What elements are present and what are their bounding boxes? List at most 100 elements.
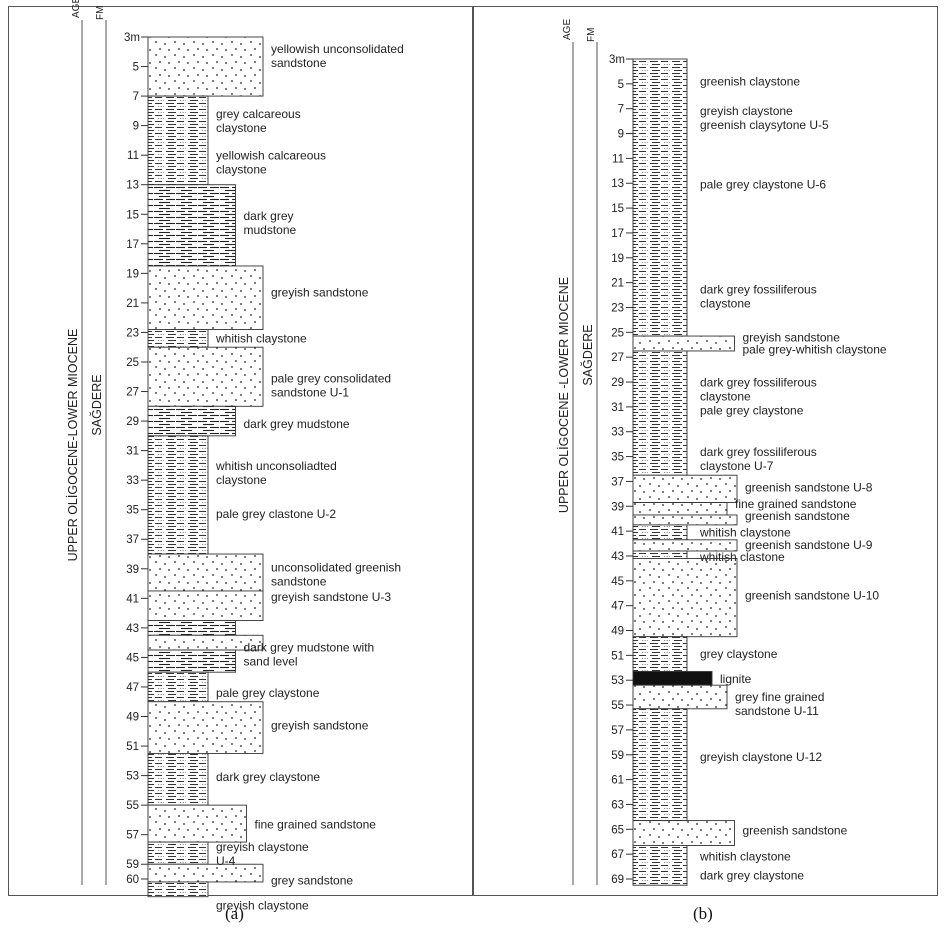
lithology-label: greyish claystone: [216, 899, 309, 913]
lithology-label: yellowish calcareous: [216, 149, 326, 163]
depth-tick-label: 60: [126, 874, 139, 886]
depth-tick-label: 23: [611, 302, 624, 314]
depth-tick-label: 57: [126, 830, 139, 842]
age-header: AGE: [71, 0, 82, 18]
bed-mudstone: [147, 184, 236, 267]
lithology-label: greenish claysytone U-5: [700, 118, 829, 132]
depth-tick-label: 65: [611, 824, 624, 836]
lithology-label: mudstone: [244, 223, 297, 237]
lithology-label: greyish sandstone: [271, 286, 369, 300]
lithology-label: dark grey fossiliferous: [700, 445, 817, 459]
bed-sandstone: [147, 553, 264, 592]
lithology-label: pale grey consolidated: [271, 372, 391, 386]
lithology-label: greyish sandstone: [743, 330, 841, 344]
bed-mudstone: [147, 649, 236, 673]
lithology-label: pale grey clastone U-2: [216, 507, 336, 521]
depth-tick-label: 33: [611, 427, 624, 439]
depth-tick-label: 25: [126, 357, 139, 369]
depth-tick-label: 51: [611, 650, 624, 662]
lithology-label: dark grey claystone: [216, 770, 320, 784]
depth-tick-label: 19: [126, 268, 139, 280]
log-panel-a: UPPER OLİGOCENE-LOWER MIOCENE SAĞDERE AGE F…: [66, 0, 404, 913]
depth-tick-label: 11: [612, 153, 624, 165]
depth-tick-label: 21: [126, 298, 139, 310]
depth-tick-label: 45: [611, 576, 624, 588]
lithology-label: pale grey claystone U-6: [700, 177, 826, 191]
log-panel-b: UPPER OLİGOCENE -LOWER MIOCENE SAĞDERE AGE…: [557, 19, 887, 886]
lithology-label: greenish sandstone U-8: [745, 481, 873, 495]
depth-tick-label: 43: [126, 623, 139, 635]
depth-tick-label: 5: [133, 62, 139, 74]
lithology-label: grey fine grained: [735, 690, 824, 704]
depth-tick-label: 67: [611, 849, 624, 861]
lithology-label: sandstone U-11: [735, 704, 819, 718]
depth-unit-label: 3m: [609, 54, 625, 66]
lithology-label: dark grey mudstone with: [244, 640, 375, 654]
depth-tick-label: 15: [126, 209, 139, 221]
lithology-label: dark grey mudstone: [244, 417, 350, 431]
fm-header: FM: [95, 6, 106, 20]
lithology-label: grey sandstone: [271, 873, 353, 887]
lithology-label: U-4: [216, 854, 236, 868]
lithology-label: pale grey claystone: [216, 686, 320, 700]
depth-tick-label: 33: [126, 475, 139, 487]
bed-claystone: [632, 550, 688, 559]
depth-tick-label: 37: [611, 476, 624, 488]
bed-claystone: [632, 524, 688, 541]
depth-tick-label: 11: [127, 150, 139, 162]
depth-tick-label: 5: [618, 79, 624, 91]
depth-tick-label: 45: [126, 652, 139, 664]
lithology-label: fine grained sandstone: [735, 497, 857, 511]
bed-sandstone: [147, 265, 264, 330]
lithology-label: dark grey: [244, 209, 294, 223]
lithology-label: greenish sandstone: [745, 509, 850, 523]
lithology-label: whitish claystone: [699, 850, 791, 864]
bed-sandstone: [147, 346, 264, 407]
lithology-label: dark grey fossiliferous: [700, 375, 817, 389]
bed-sandstone: [147, 863, 264, 883]
lithology-label: claystone U-7: [700, 459, 774, 473]
panel-a-frame: [8, 6, 473, 896]
depth-tick-label: 57: [611, 725, 624, 737]
bed-claystone: [632, 636, 688, 672]
panel-b-caption: (b): [693, 904, 713, 923]
age-header: AGE: [562, 19, 573, 40]
bed-sandstone: [632, 820, 735, 846]
bed-sandstone: [632, 502, 728, 516]
lithology-label: sandstone U-1: [271, 386, 349, 400]
depth-tick-label: 61: [611, 775, 624, 787]
lithology-label: sand level: [244, 654, 298, 668]
depth-tick-label: 47: [126, 682, 139, 694]
lithology-label: unconsolidated greenish: [271, 561, 401, 575]
formation-label: SAĞDERE: [580, 324, 595, 385]
depth-tick-label: 49: [126, 712, 139, 724]
fm-header: FM: [586, 28, 597, 42]
depth-tick-label: 59: [126, 859, 139, 871]
bed-claystone: [632, 708, 688, 822]
depth-tick-label: 9: [133, 121, 139, 133]
lithology-label: whitish unconsoliadted: [215, 459, 337, 473]
depth-tick-label: 27: [611, 352, 624, 364]
lithology-label: fine grained sandstone: [255, 817, 377, 831]
lithology-label: whitish claystone: [215, 331, 307, 345]
lithology-label: greenish sandstone: [743, 824, 848, 838]
depth-tick-label: 53: [611, 675, 624, 687]
bed-mudstone: [147, 620, 236, 636]
depth-tick-label: 7: [133, 91, 139, 103]
bed-claystone: [147, 329, 209, 348]
depth-tick-label: 29: [126, 416, 139, 428]
lithology-label: whitish clastone: [699, 550, 785, 564]
lithology-label: greyish claystone: [700, 104, 793, 118]
depth-tick-label: 51: [126, 741, 139, 753]
depth-tick-label: 63: [611, 799, 624, 811]
depth-tick-label: 31: [611, 402, 624, 414]
depth-tick-label: 39: [611, 501, 624, 513]
lithology-label: greenish claystone: [700, 74, 800, 88]
bed-claystone: [632, 350, 688, 476]
bed-sandstone: [632, 474, 738, 503]
bed-claystone: [147, 881, 209, 898]
bed-claystone: [147, 95, 209, 186]
depth-tick-label: 35: [126, 505, 139, 517]
bed-sandstone: [632, 335, 735, 352]
